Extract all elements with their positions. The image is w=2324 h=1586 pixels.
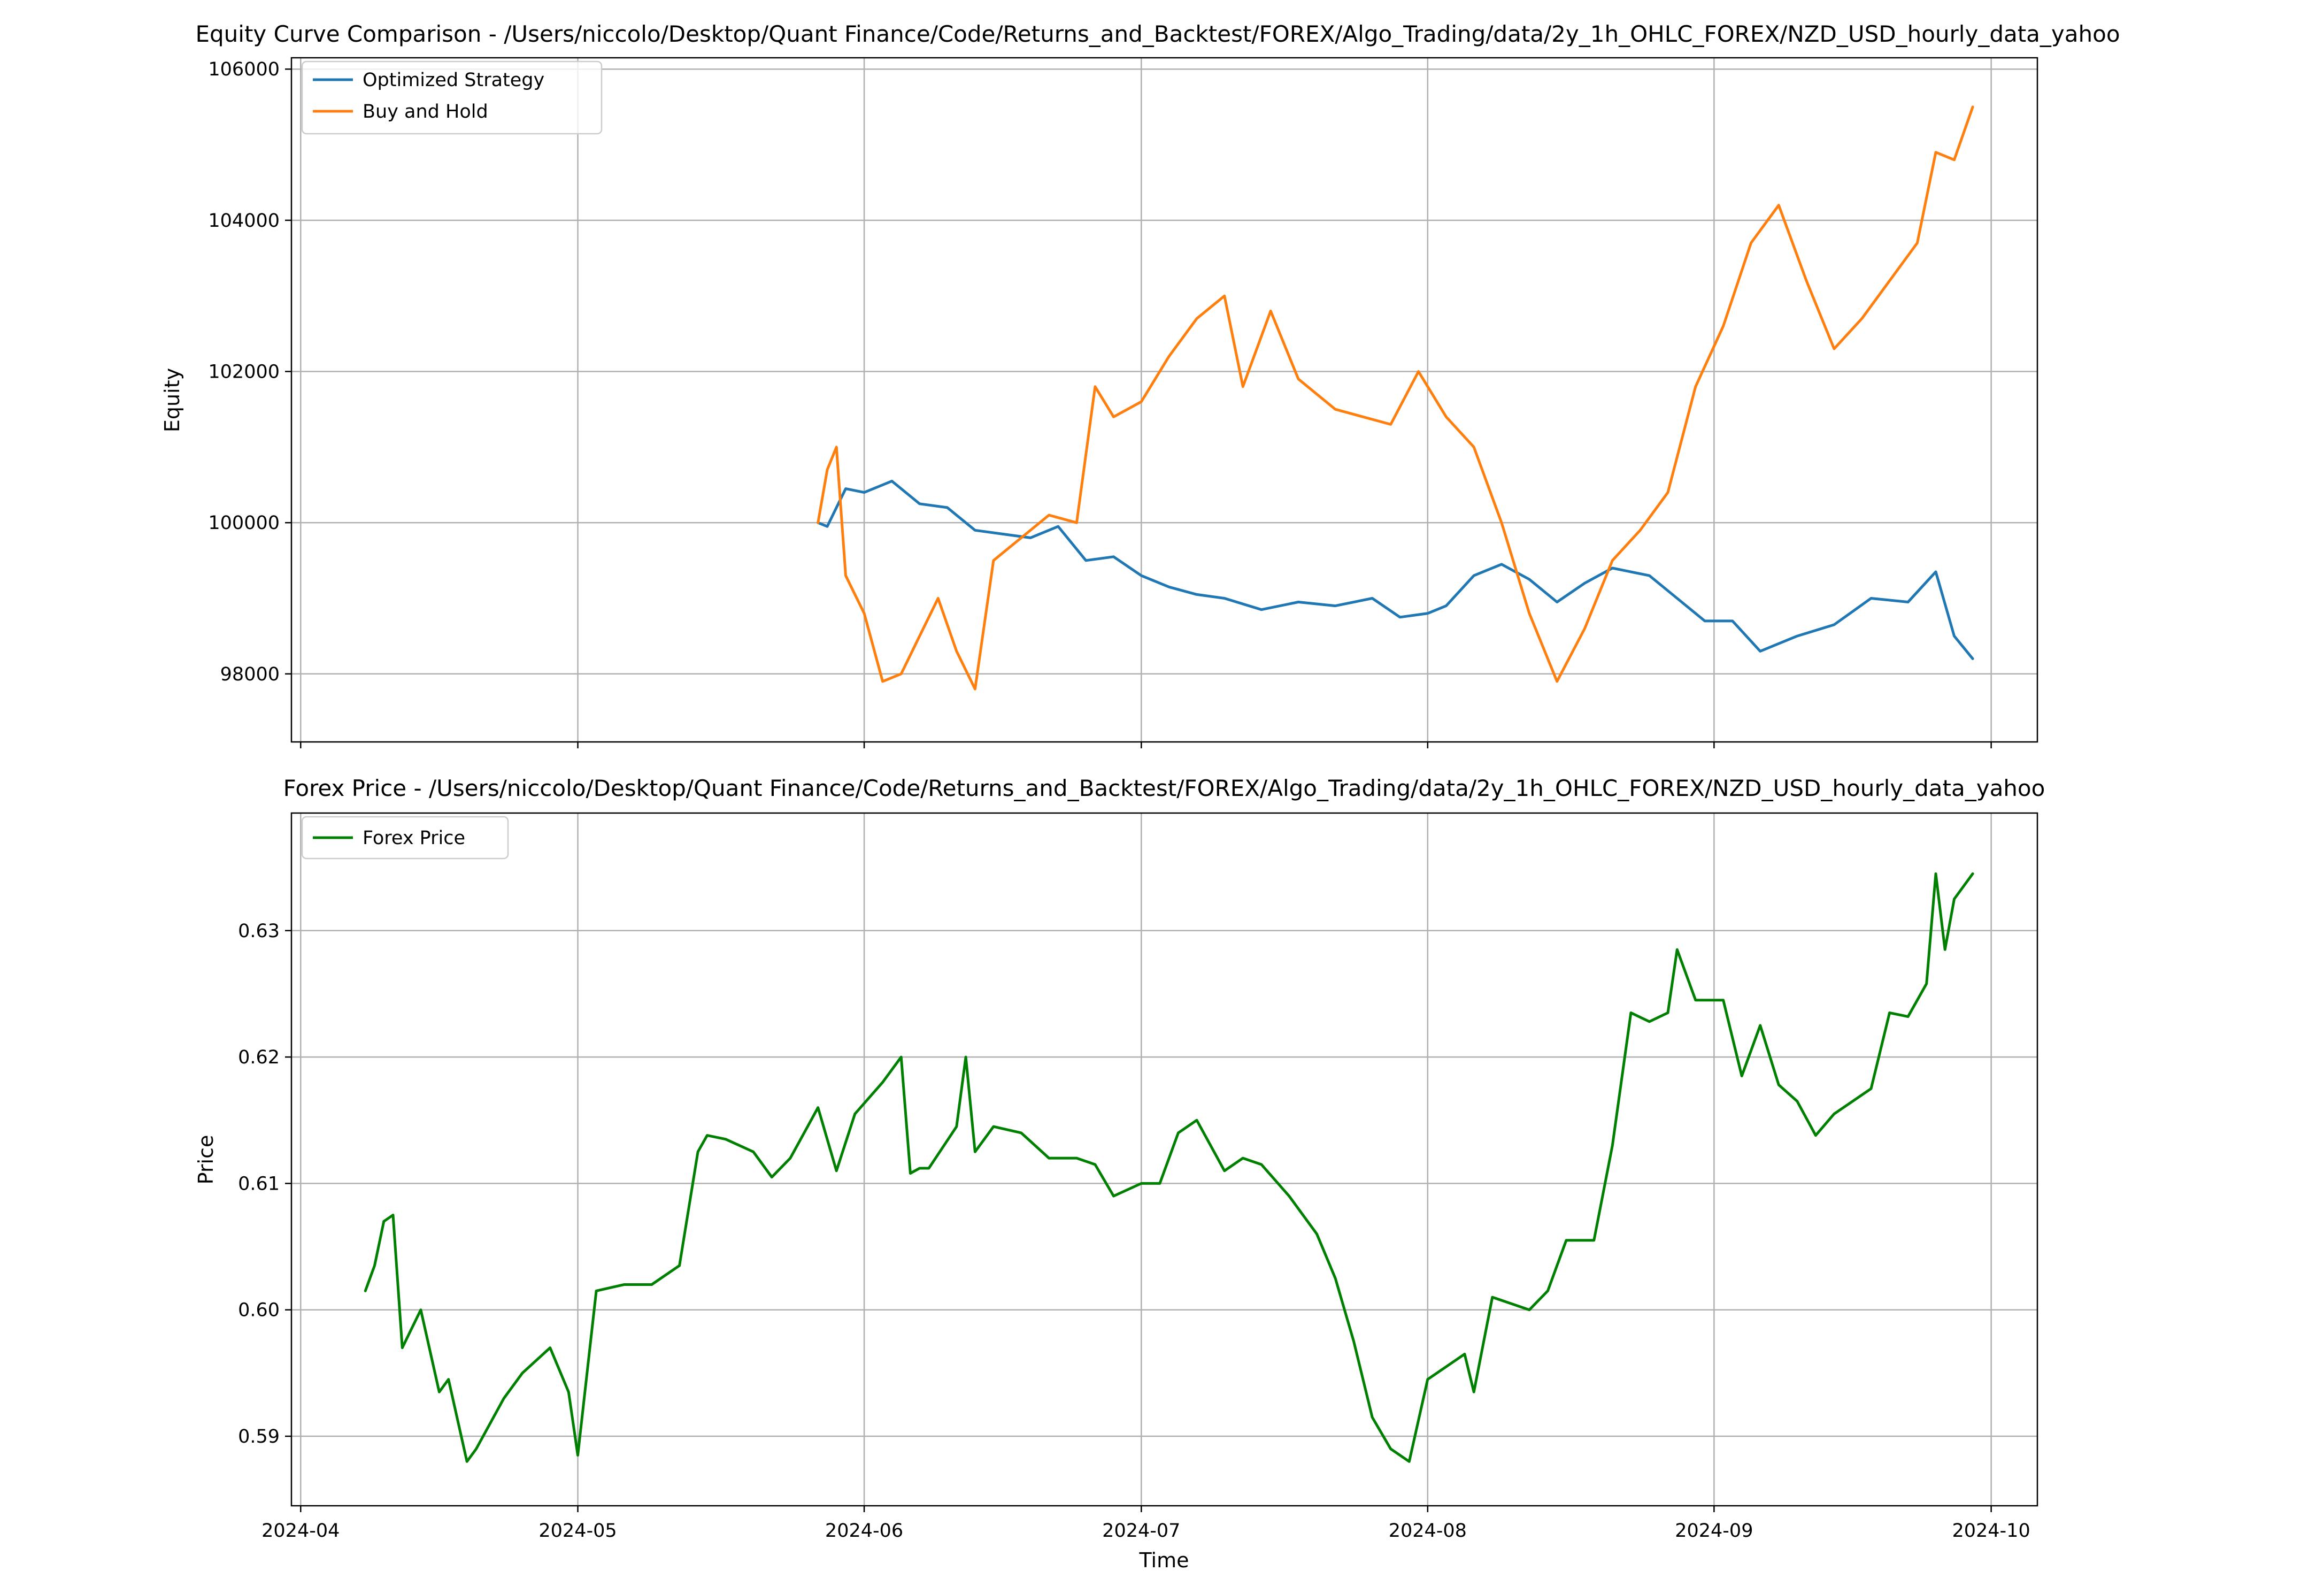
x-tick-label: 2024-10: [1952, 1520, 2030, 1542]
equity-chart-x-ticks: [300, 742, 1992, 748]
x-tick-label: 2024-08: [1389, 1520, 1467, 1542]
y-tick-label: 106000: [208, 59, 280, 80]
price-chart-legend: Forex Price: [301, 816, 509, 860]
x-tick-label: 2024-06: [825, 1520, 903, 1542]
series-line-buy-and-hold: [817, 105, 1974, 691]
series-line-forex-price: [364, 872, 1974, 1463]
price-chart: Forex Price - /Users/niccolo/Desktop/Qua…: [194, 775, 2045, 1572]
y-tick-label: 102000: [208, 362, 280, 383]
equity-chart-grid: [291, 58, 2037, 742]
price-chart-series: [364, 872, 1974, 1463]
series-line-optimized-strategy: [817, 479, 1974, 660]
x-tick-label: 2024-04: [261, 1520, 340, 1542]
y-tick-label: 100000: [208, 512, 280, 534]
price-chart-x-ticks: 2024-04 2024-05 2024-06 2024-07 2024-08 2024-…: [261, 1506, 2030, 1542]
legend-label-optimized-strategy: Optimized Strategy: [363, 70, 544, 91]
y-tick-label: 0.59: [238, 1426, 280, 1447]
legend-label-buy-and-hold: Buy and Hold: [363, 101, 488, 122]
equity-chart-y-label: Equity: [160, 368, 184, 432]
x-tick-label: 2024-05: [538, 1520, 617, 1542]
equity-chart-title: Equity Curve Comparison - /Users/niccolo…: [195, 21, 2120, 47]
y-tick-label: 0.60: [238, 1300, 280, 1321]
equity-chart-series: [817, 105, 1974, 691]
y-tick-label: 0.62: [238, 1047, 280, 1068]
price-chart-y-ticks: 0.59 0.60 0.61 0.62 0.63: [238, 921, 291, 1447]
price-chart-title: Forex Price - /Users/niccolo/Desktop/Qua…: [283, 775, 2045, 801]
price-chart-y-label: Price: [194, 1135, 218, 1185]
price-chart-x-label: Time: [1139, 1549, 1189, 1572]
legend-label-forex-price: Forex Price: [363, 828, 465, 849]
y-tick-label: 104000: [208, 210, 280, 232]
equity-chart: Equity Curve Comparison - /Users/niccolo…: [160, 21, 2120, 748]
equity-chart-legend: Optimized Strategy Buy and Hold: [301, 60, 603, 135]
y-tick-label: 98000: [220, 664, 280, 685]
equity-chart-frame: [290, 57, 2038, 743]
equity-chart-y-ticks: 98000 100000 102000 104000 106000: [208, 59, 291, 685]
x-tick-label: 2024-09: [1675, 1520, 1753, 1542]
price-chart-frame: [290, 812, 2038, 1507]
y-tick-label: 0.61: [238, 1173, 280, 1194]
y-tick-label: 0.63: [238, 921, 280, 942]
x-tick-label: 2024-07: [1102, 1520, 1180, 1542]
price-chart-grid: [291, 813, 2037, 1506]
